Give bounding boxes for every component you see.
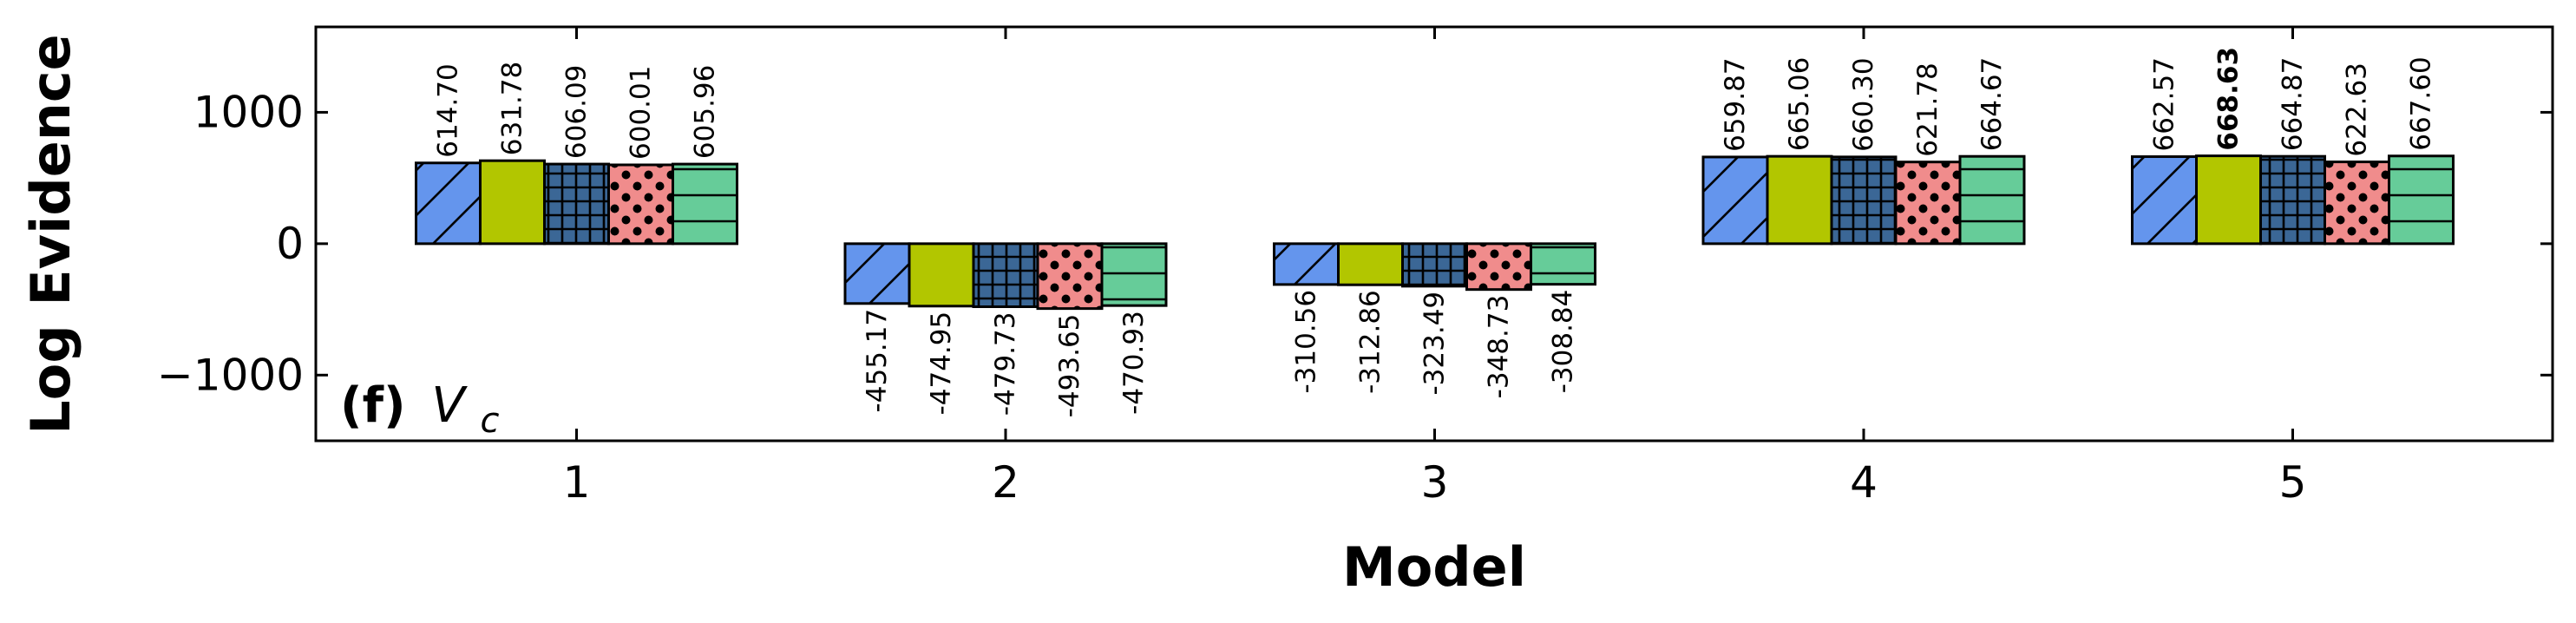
value-label-series4-model5: 622.63 — [2342, 62, 2373, 156]
bar-series3-model5 — [2259, 154, 2326, 246]
x-axis-title: Model — [1342, 535, 1526, 599]
bar-series5-model4 — [1958, 154, 2026, 246]
value-label-series4-model1: 600.01 — [626, 66, 657, 160]
x-tick-label-4: 4 — [1850, 457, 1878, 508]
value-label-series3-model1: 606.09 — [561, 65, 593, 159]
bar-series5-model3 — [1530, 242, 1596, 286]
value-label-series4-model3: -348.73 — [1484, 295, 1515, 399]
value-label-series1-model2: -455.17 — [862, 309, 893, 413]
bar-labels-group: 614.70 -455.17 -310.56 659.87 662.57 631.78 -4… — [433, 47, 2437, 417]
value-label-series2-model1: 631.78 — [497, 62, 528, 155]
bar-series5-model2 — [1100, 242, 1168, 307]
value-label-series2-model4: 665.06 — [1784, 57, 1815, 151]
bar-series2-model2-fill — [909, 243, 973, 306]
bar-series2-model1-fill — [480, 161, 545, 244]
x-tick-label-2: 2 — [992, 457, 1019, 508]
value-label-series5-model5: 667.60 — [2406, 56, 2437, 150]
bar-series4-model1 — [607, 163, 674, 246]
value-label-series2-model2: -474.95 — [926, 312, 957, 416]
bar-series5-model5 — [2388, 154, 2455, 246]
x-tick-label-5: 5 — [2279, 457, 2307, 508]
x-tick-label-1: 1 — [563, 457, 591, 508]
panel-label-symbol: V — [431, 377, 468, 434]
value-label-series1-model5: 662.57 — [2149, 57, 2180, 151]
bar-series2-model5-fill — [2196, 155, 2261, 244]
value-label-series5-model3: -308.84 — [1548, 290, 1579, 394]
value-label-series4-model2: -493.65 — [1054, 314, 1085, 418]
bar-series3-model1 — [543, 162, 610, 246]
bar-series3-model2 — [972, 242, 1039, 309]
panel-label: (f) V c — [340, 377, 500, 441]
y-tick-label-1000: 1000 — [193, 87, 304, 137]
value-label-series3-model2: -479.73 — [990, 312, 1021, 416]
y-tick-label--1000: −1000 — [157, 350, 304, 400]
y-tick-label-0: 0 — [276, 219, 304, 269]
bar-series4-model4 — [1894, 161, 1962, 246]
value-label-series3-model4: 660.30 — [1848, 57, 1879, 151]
value-label-series1-model1: 614.70 — [433, 63, 464, 157]
value-label-series1-model3: -310.56 — [1291, 290, 1322, 394]
panel-label-subscript: c — [481, 401, 500, 441]
bar-series4-model3 — [1465, 242, 1532, 292]
bar-series3-model3 — [1401, 242, 1468, 288]
bar-series3-model4 — [1830, 155, 1898, 246]
value-label-series1-model4: 659.87 — [1720, 57, 1751, 151]
value-label-series2-model5: 668.63 — [2213, 47, 2245, 151]
bar-series1-model3 — [1273, 242, 1340, 286]
bar-series4-model2 — [1036, 242, 1104, 311]
panel-label-prefix: (f) — [340, 377, 406, 434]
y-axis-title: Log Evidence — [19, 34, 82, 434]
value-label-series3-model5: 664.87 — [2278, 57, 2309, 151]
value-label-series5-model1: 605.96 — [690, 65, 721, 159]
value-label-series5-model2: -470.93 — [1118, 311, 1150, 415]
bar-series5-model1 — [672, 162, 738, 246]
bar-series1-model4 — [1701, 155, 1769, 246]
bar-series4-model5 — [2324, 161, 2390, 246]
bar-series2-model4-fill — [1767, 156, 1832, 244]
bar-series1-model5 — [2131, 155, 2198, 246]
bar-series2-model3-fill — [1338, 243, 1403, 285]
axes-group: 1 2 3 4 5 1000 0 −1000 — [157, 27, 2553, 508]
value-label-series4-model4: 621.78 — [1912, 62, 1943, 156]
x-tick-label-3: 3 — [1421, 457, 1449, 508]
value-label-series3-model3: -323.49 — [1419, 292, 1451, 396]
bar-series1-model2 — [843, 242, 911, 305]
value-label-series5-model4: 664.67 — [1976, 57, 2008, 151]
bars-group — [415, 154, 2455, 311]
value-label-series2-model3: -312.86 — [1355, 290, 1386, 394]
bar-series1-model1 — [415, 161, 482, 246]
